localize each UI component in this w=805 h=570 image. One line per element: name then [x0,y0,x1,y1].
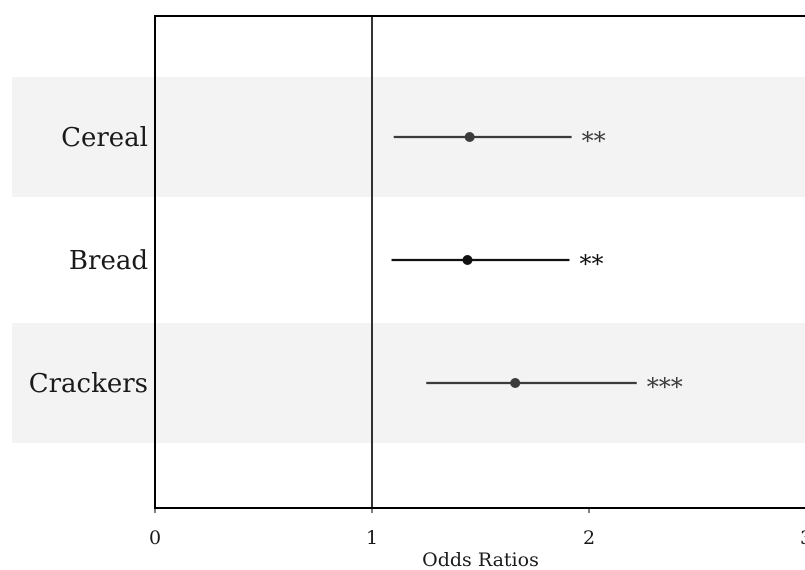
x-tick-label: 1 [366,527,378,549]
point-crackers [510,378,521,388]
point-bread [462,255,473,265]
x-axis-title: Odds Ratios [422,549,539,570]
row-bands [12,77,805,443]
category-labels: Cereal Bread Crackers [29,123,148,399]
point-cereal [464,132,475,142]
significance-label-cereal: ** [582,127,606,155]
category-label-crackers: Crackers [29,369,148,399]
x-tick-label: 2 [583,527,595,549]
category-label-bread: Bread [69,246,148,276]
x-tick-label: 0 [149,527,161,549]
x-tick-label: 3 [800,527,805,549]
significance-label-crackers: *** [647,373,683,401]
x-axis-ticks: 0 1 2 3 [149,508,805,549]
significance-label-bread: ** [579,250,603,278]
row-band-crackers [12,323,805,443]
data-marks: ******* [391,127,683,401]
plot-frame [154,15,805,509]
category-label-cereal: Cereal [61,123,148,153]
